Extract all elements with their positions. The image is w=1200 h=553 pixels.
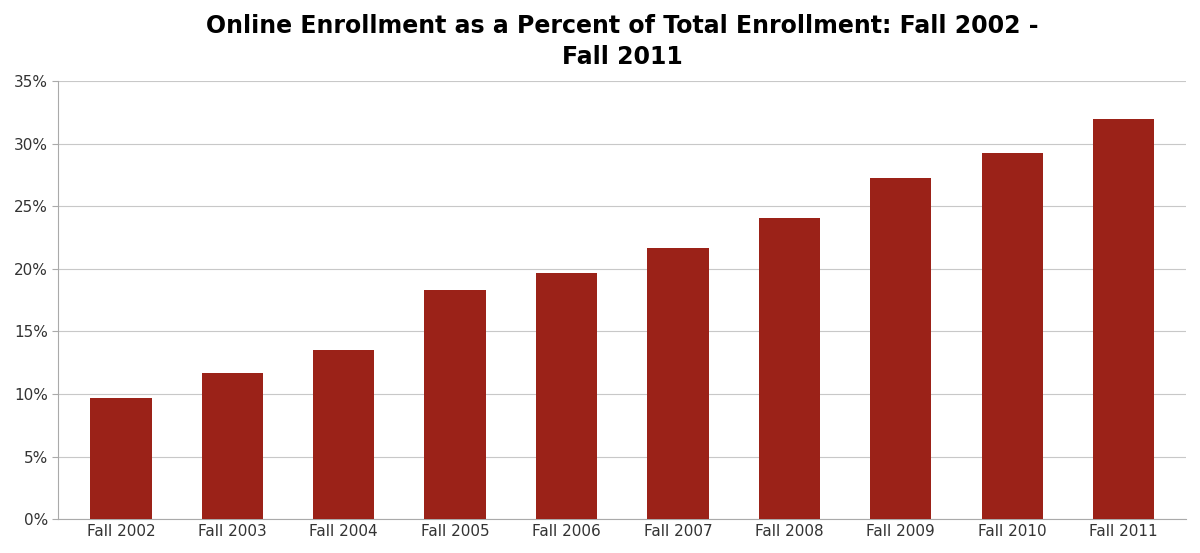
Bar [982,153,1043,519]
Bar [536,273,598,519]
Bar [758,217,820,519]
Bar [90,398,151,519]
Bar [313,350,374,519]
Bar [425,290,486,519]
Bar [870,178,931,519]
Title: Online Enrollment as a Percent of Total Enrollment: Fall 2002 -
Fall 2011: Online Enrollment as a Percent of Total … [206,14,1038,70]
Bar [647,248,708,519]
Bar [1093,119,1154,519]
Bar [202,373,263,519]
